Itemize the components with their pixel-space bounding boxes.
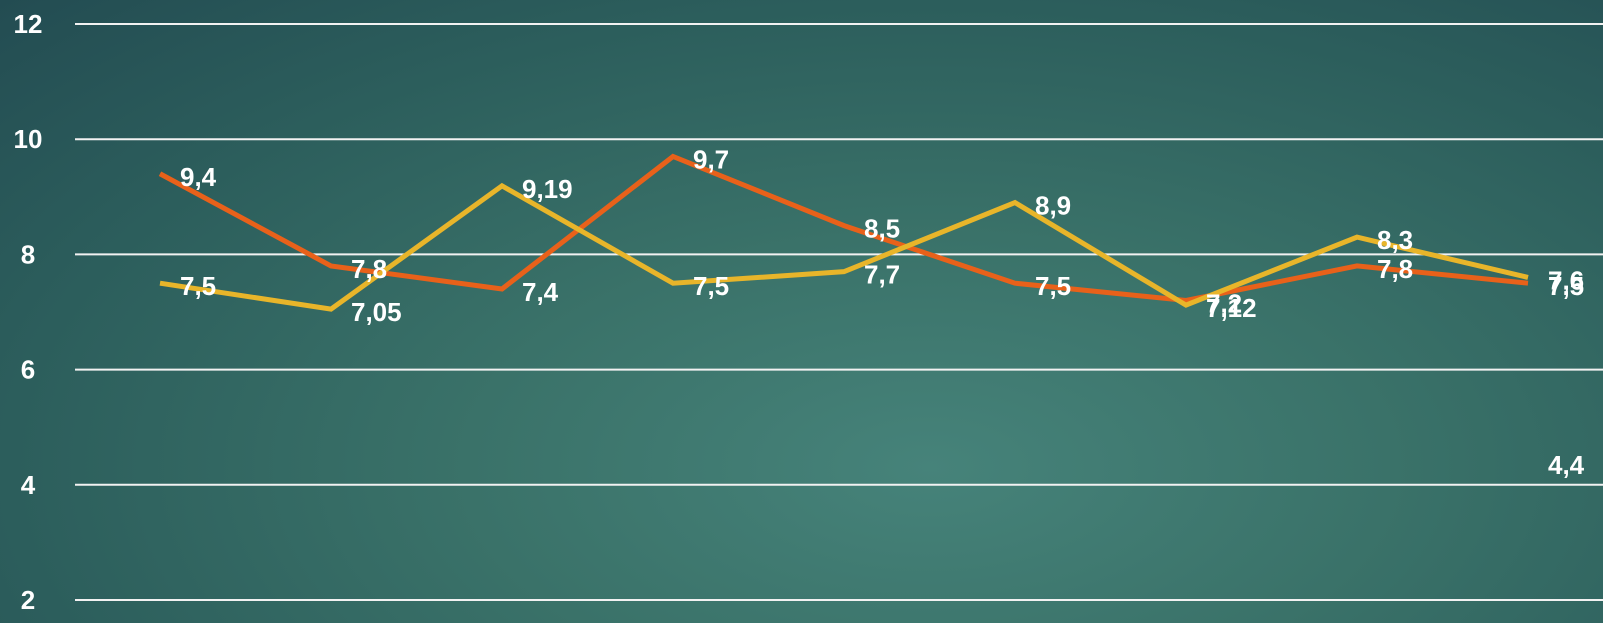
data-label: 7,6 [1548,265,1584,295]
y-tick-label: 12 [14,9,43,39]
y-tick-label: 10 [14,124,43,154]
data-label: 7,4 [522,277,559,307]
series-line-1 [158,153,1529,304]
data-label: 7,12 [1206,293,1257,323]
data-label: 4,4 [1548,450,1585,480]
y-axis: 12 10 8 6 4 2 [14,9,43,615]
data-label: 9,19 [522,174,573,204]
data-label: 7,5 [693,271,729,301]
data-label: 7,8 [351,254,387,284]
data-label: 8,5 [864,214,900,244]
y-tick-label: 2 [21,585,35,615]
y-tick-label: 6 [21,355,35,385]
data-label: 9,4 [180,162,217,192]
data-label: 7,05 [351,297,402,327]
data-labels: 9,4 7,8 7,4 9,7 8,5 7,5 7,2 7,8 7,5 7,5 7,05 9,19 7,… [180,144,1585,479]
data-label: 7,7 [864,260,900,290]
data-label: 7,5 [180,271,216,301]
data-label: 7,2 [1206,288,1242,318]
y-tick-label: 8 [21,239,35,269]
y-tick-label: 4 [21,470,36,500]
data-label: 8,9 [1035,191,1071,221]
data-label: 9,7 [693,144,729,174]
data-label: 8,3 [1377,225,1413,255]
data-label: 7,5 [1035,271,1071,301]
data-label: 7,5 [1548,271,1584,301]
series-line-2 [159,182,1529,312]
grid [75,23,1603,601]
data-label: 7,8 [1377,254,1413,284]
series-lines [158,153,1529,312]
